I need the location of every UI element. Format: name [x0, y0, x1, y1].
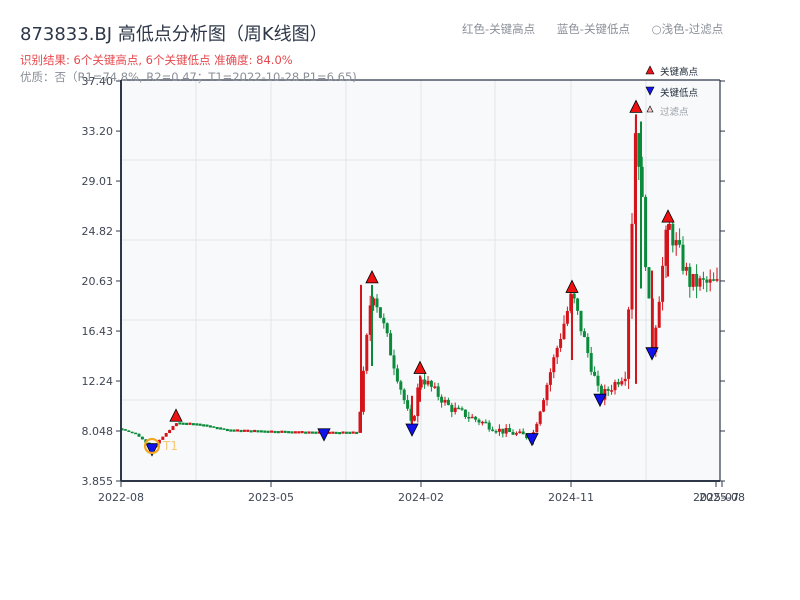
- key-low-marker: [645, 347, 659, 361]
- y-tick-label: 33.20: [82, 125, 114, 138]
- x-axis: 2022-08 2023-05 2024-02 2024-11 2025-072025-…: [98, 481, 745, 504]
- y-tick-label: 29.01: [82, 175, 114, 188]
- x-tick-label: 2024-11: [548, 491, 594, 504]
- color-legend: 红色-关键高点 蓝色-关键低点 ○浅色-过滤点: [462, 21, 723, 37]
- key-high-marker: [365, 270, 379, 284]
- t1-annotation: T1: [143, 437, 178, 455]
- y-tick-label: 3.855: [82, 475, 114, 488]
- key-high-marker: [413, 360, 427, 374]
- t1-ring: [143, 437, 161, 455]
- key-point-markers: [145, 99, 675, 457]
- legend-low-label: 关键低点: [660, 87, 699, 99]
- legend-low-icon: [645, 86, 655, 96]
- y-tick-label: 8.048: [82, 425, 114, 438]
- quality-info: 优质：否（R1=74.8%, R2=0.47；T1=2022-10-28 P1=…: [20, 70, 357, 84]
- x-tick-label: 2025-07: [693, 491, 739, 504]
- key-low-marker: [405, 423, 419, 437]
- y-tick-label: 12.24: [82, 375, 114, 388]
- y-tick-label: 24.82: [82, 225, 114, 238]
- key-low-marker: [317, 428, 331, 442]
- legend-high-icon: [645, 65, 655, 75]
- grid-lines: [121, 80, 720, 481]
- y-tick-label: 20.63: [82, 275, 114, 288]
- t1-label: T1: [162, 439, 178, 453]
- x-tick-label: 2022-08: [98, 491, 144, 504]
- y-axis: 3.855 8.048 12.24 16.43 20.63 24.82 29.01 33.20…: [82, 75, 725, 488]
- key-high-marker: [169, 408, 183, 422]
- key-high-marker: [629, 99, 643, 113]
- legend-filtered-label: 过滤点: [660, 106, 689, 118]
- recognition-result: 识别结果: 6个关键高点, 6个关键低点 准确度: 84.0%: [20, 53, 293, 67]
- candles: [120, 114, 719, 448]
- marker-legend: 关键高点 关键低点 过滤点: [645, 65, 699, 118]
- y-tick-label: 16.43: [82, 325, 114, 338]
- color-legend-filtered: ○浅色-过滤点: [651, 22, 724, 36]
- y-tick-label: 37.40: [82, 75, 114, 88]
- color-legend-high: 红色-关键高点: [462, 22, 536, 36]
- x-tick-label: 2024-02: [398, 491, 444, 504]
- x-tick-label: 2023-05: [248, 491, 294, 504]
- color-legend-low: 蓝色-关键低点: [556, 22, 630, 36]
- key-low-marker: [145, 443, 159, 457]
- key-high-marker: [565, 279, 579, 293]
- chart-title: 873833.BJ 高低点分析图（周K线图）: [20, 24, 328, 45]
- key-low-marker: [525, 433, 539, 447]
- key-low-marker: [593, 393, 607, 408]
- legend-filtered-icon: [646, 105, 654, 113]
- legend-high-label: 关键高点: [660, 66, 699, 78]
- key-high-marker: [661, 209, 675, 223]
- x-tick-label: 2025-08: [699, 491, 745, 504]
